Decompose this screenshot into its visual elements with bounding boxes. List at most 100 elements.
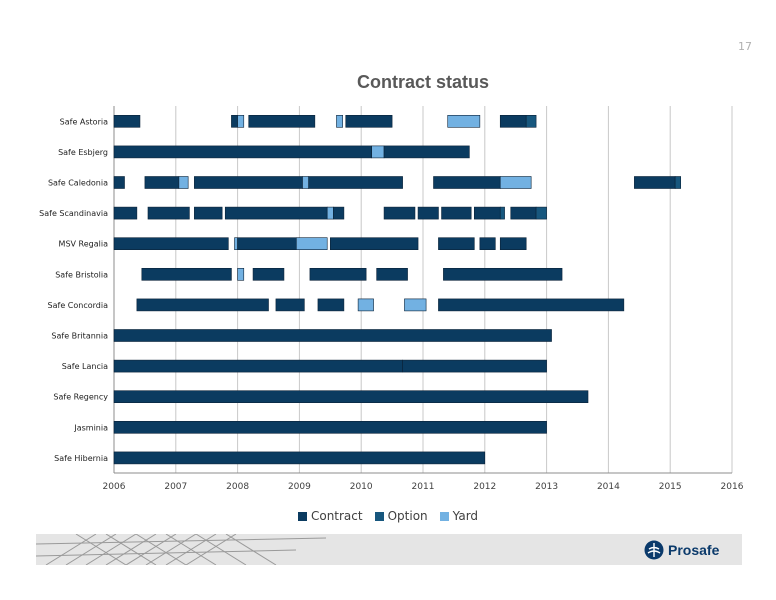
- x-tick-label: 2010: [350, 482, 373, 492]
- x-tick-label: 2008: [226, 482, 249, 492]
- brand-name: Prosafe: [668, 542, 720, 558]
- bar-segment-contract: [194, 176, 303, 189]
- bar-segment-contract: [402, 359, 547, 373]
- bar-segment-yard: [499, 176, 532, 189]
- x-tick-label: 2016: [721, 482, 744, 492]
- bar-segment-contract: [479, 237, 496, 250]
- x-tick-label: 2014: [597, 482, 620, 492]
- bar-segment-contract: [136, 298, 269, 312]
- bar-segment-contract: [231, 115, 238, 128]
- y-category-label: Safe Concordia: [48, 301, 109, 310]
- bar-segment-yard: [371, 145, 385, 159]
- y-category-label: MSV Regalia: [59, 240, 109, 249]
- bar-segment-contract: [433, 176, 501, 189]
- y-category-label: Safe Regency: [53, 393, 108, 402]
- legend-item-yard: Yard: [439, 509, 479, 523]
- bar-segment-yard: [357, 298, 374, 312]
- bar-segment-contract: [438, 237, 475, 250]
- y-category-label: Safe Hibernia: [54, 454, 108, 463]
- y-category-label: Safe Scandinavia: [39, 209, 108, 218]
- page-number: 17: [738, 40, 752, 53]
- y-category-label: Safe Bristolia: [55, 270, 108, 279]
- legend-swatch-option: [374, 511, 384, 521]
- bar-segment-contract: [248, 115, 316, 128]
- x-tick-label: 2015: [659, 482, 682, 492]
- bar-segment-contract: [113, 176, 125, 189]
- legend-label-yard: Yard: [452, 509, 479, 523]
- bar-segment-contract: [113, 237, 229, 250]
- y-category-label: Safe Esbjerg: [58, 148, 108, 157]
- bar-segment-contract: [252, 267, 285, 281]
- bar-segment-yard: [237, 115, 245, 128]
- bar-segment-contract: [473, 206, 501, 220]
- bar-segment-contract: [309, 267, 367, 281]
- legend-item-contract: Contract: [297, 509, 363, 523]
- bar-segment-contract: [194, 206, 223, 220]
- x-tick-label: 2012: [473, 482, 496, 492]
- bar-segment-contract: [113, 115, 141, 128]
- bar-segment-contract: [383, 206, 416, 220]
- prosafe-emblem-icon: [644, 540, 664, 560]
- footer-band: [35, 533, 742, 566]
- chart-legend: Contract Option Yard: [0, 509, 776, 523]
- bar-segment-contract: [376, 267, 408, 281]
- bar-segment-yard: [237, 267, 245, 281]
- bar-segment-yard: [234, 237, 238, 250]
- bar-segment-contract: [383, 145, 470, 159]
- bar-segment-option: [499, 206, 505, 220]
- bar-segment-option: [525, 115, 537, 128]
- prosafe-logo: Prosafe: [644, 540, 719, 560]
- bar-segment-contract: [417, 206, 439, 220]
- bar-segment-option: [674, 176, 682, 189]
- bar-segment-contract: [275, 298, 305, 312]
- bar-segment-yard: [296, 237, 328, 250]
- bar-segment-contract: [333, 206, 345, 220]
- bar-segment-contract: [510, 206, 537, 220]
- bar-segment-contract: [438, 298, 625, 312]
- bar-segment-contract: [308, 176, 403, 189]
- bar-segment-contract: [317, 298, 345, 312]
- bar-segment-yard: [447, 115, 481, 128]
- bar-segment-yard: [336, 115, 343, 128]
- bar-segment-contract: [113, 206, 138, 220]
- x-tick-label: 2009: [288, 482, 311, 492]
- bar-segment-yard: [302, 176, 309, 189]
- chart-title: Contract status: [356, 72, 490, 92]
- bar-segment-option: [535, 206, 547, 220]
- bar-segment-contract: [224, 206, 328, 220]
- rig-structure-graphic: [35, 533, 327, 566]
- x-tick-label: 2007: [164, 482, 187, 492]
- x-tick-label: 2013: [535, 482, 558, 492]
- bar-segment-contract: [345, 115, 393, 128]
- x-tick-label: 2006: [103, 482, 126, 492]
- legend-swatch-yard: [439, 511, 449, 521]
- bar-segment-contract: [441, 206, 472, 220]
- bar-segment-contract: [237, 237, 297, 250]
- bar-segment-contract: [113, 420, 547, 434]
- bar-segment-contract: [113, 359, 403, 373]
- x-tick-label: 2011: [412, 482, 435, 492]
- bar-segment-contract: [113, 390, 589, 404]
- legend-label-option: Option: [387, 509, 428, 523]
- bar-segment-yard: [404, 298, 427, 312]
- bar-segment-yard: [326, 206, 334, 220]
- bar-segment-yard: [178, 176, 189, 189]
- y-category-label: Safe Britannia: [51, 332, 108, 341]
- bar-segment-contract: [147, 206, 190, 220]
- legend-label-contract: Contract: [310, 509, 363, 523]
- legend-swatch-contract: [297, 511, 307, 521]
- bar-segment-contract: [141, 267, 232, 281]
- bar-segment-contract: [499, 237, 527, 250]
- bar-segment-contract: [113, 451, 486, 465]
- y-category-label: Safe Astoria: [60, 117, 108, 126]
- y-category-label: Jasminia: [73, 423, 108, 432]
- bar-segment-contract: [329, 237, 419, 250]
- bar-segment-contract: [443, 267, 563, 281]
- y-category-label: Safe Caledonia: [48, 179, 108, 188]
- bar-segment-contract: [499, 115, 527, 128]
- legend-item-option: Option: [374, 509, 428, 523]
- bar-segment-contract: [144, 176, 180, 189]
- y-category-label: Safe Lancia: [62, 362, 108, 371]
- bar-segment-contract: [113, 329, 552, 342]
